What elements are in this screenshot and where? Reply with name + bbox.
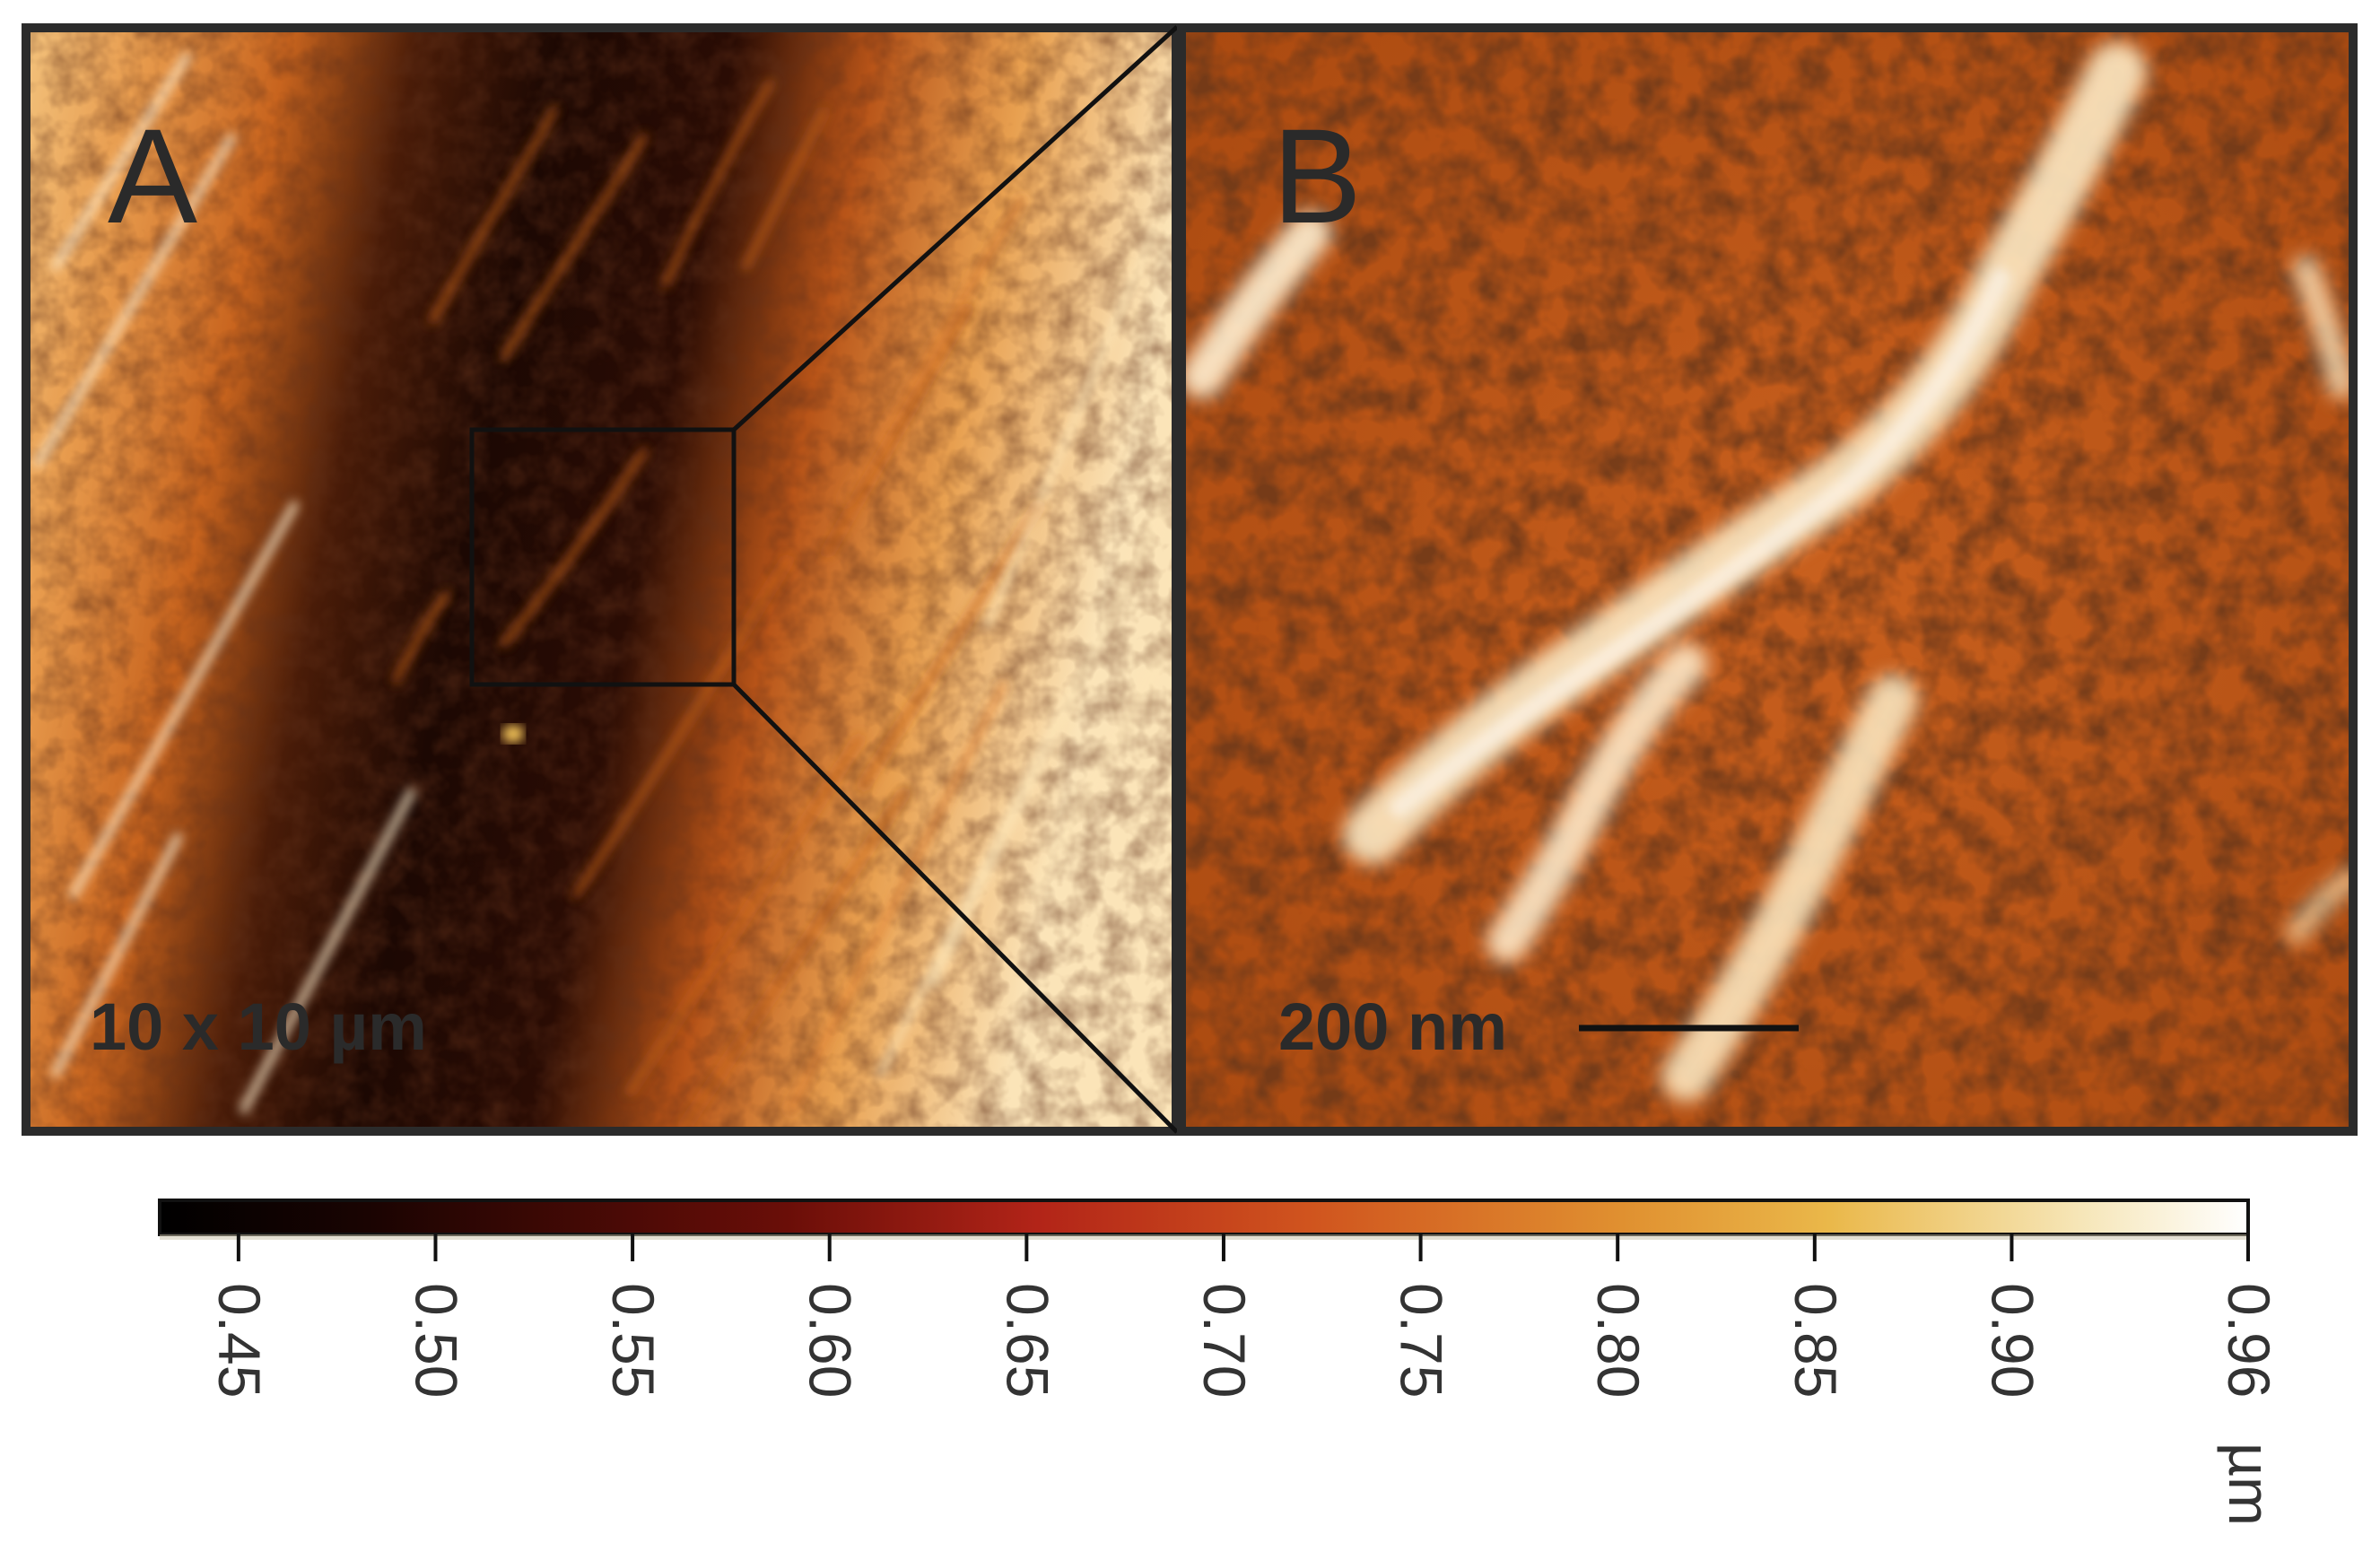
colorbar-tick-label: 0.90 (1979, 1283, 2045, 1398)
colorbar-tick-label: 0.70 (1191, 1283, 1258, 1398)
panel-b-scalebar-text: 200 nm (1278, 989, 1507, 1064)
colorbar-tick-label: 0.96 (2216, 1283, 2282, 1398)
panel-b-label: B (1272, 100, 1362, 251)
afm-panel-b: B 200 nm (1177, 23, 2358, 1136)
panel-a-label: A (108, 100, 197, 251)
colorbar-tick-label: 0.80 (1585, 1283, 1652, 1398)
colorbar-tick-label: 0.55 (600, 1283, 667, 1398)
colorbar-tick-label: 0.85 (1783, 1283, 1849, 1398)
afm-panel-a: A 10 x 10 µm (22, 23, 1181, 1136)
panel-a-scale-text: 10 x 10 µm (90, 989, 427, 1064)
colorbar-tick-label: 0.50 (403, 1283, 469, 1398)
colorbar-tick-label: 0.60 (798, 1283, 864, 1398)
colorbar-unit: µm (2217, 1443, 2283, 1526)
colorbar-tick-label: 0.65 (994, 1283, 1060, 1398)
colorbar-ticks: 0.45 0.50 0.55 0.60 0.65 0.70 0.75 0.80 0.85 0.90… (206, 1234, 2282, 1398)
colorbar-tick-label: 0.75 (1389, 1283, 1455, 1398)
zoom-connector-lines (732, 25, 1179, 1134)
colorbar-tick-label: 0.45 (206, 1283, 273, 1398)
colorbar-gradient (158, 1199, 2250, 1236)
zoom-region-box (469, 427, 737, 687)
colorbar: 0.45 0.50 0.55 0.60 0.65 0.70 0.75 0.80 0.85 0.90… (158, 1199, 2283, 1526)
